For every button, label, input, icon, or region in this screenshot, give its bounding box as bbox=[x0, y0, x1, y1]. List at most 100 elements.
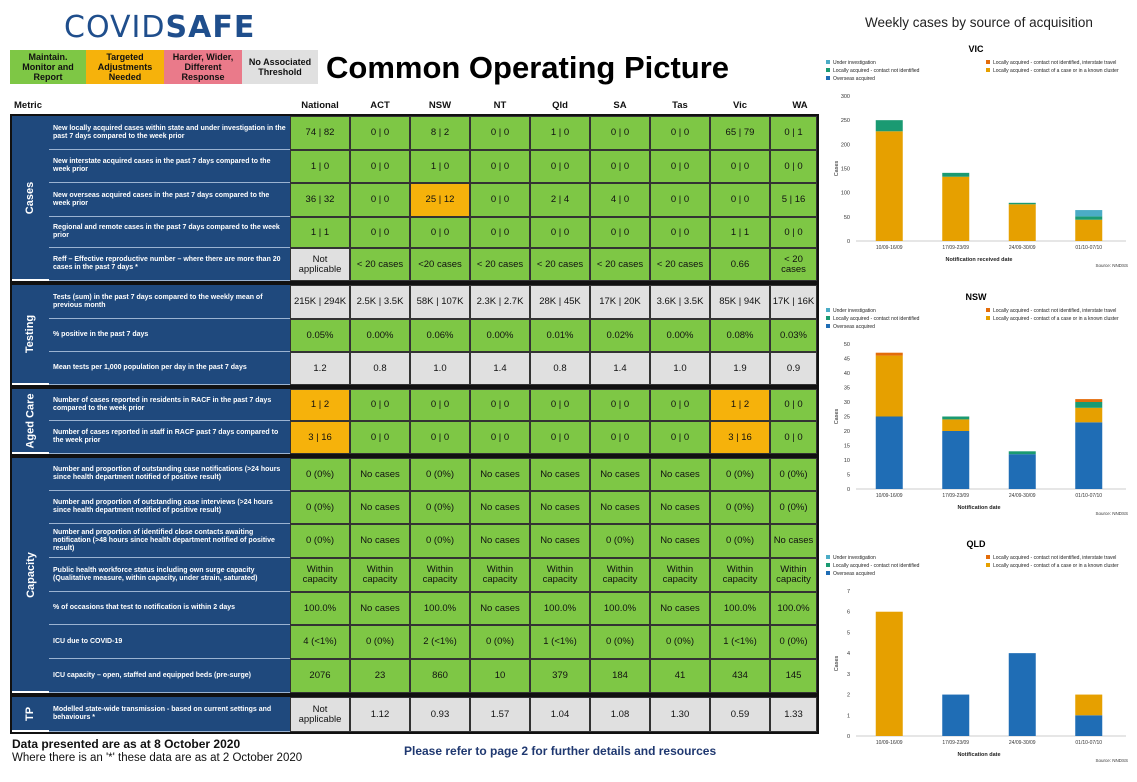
value-cell-nt: 1.57 bbox=[470, 697, 530, 732]
metric-label: Public health workforce status including… bbox=[49, 558, 290, 592]
value-cell-tas: 0 | 0 bbox=[650, 150, 710, 183]
value-cell-vic: 0 (0%) bbox=[710, 491, 770, 524]
value-cell-qld: Within capacity bbox=[530, 558, 590, 592]
value-cell-vic: 0 | 0 bbox=[710, 150, 770, 183]
value-cell-nsw: 8 | 2 bbox=[410, 116, 470, 150]
y-tick-label: 25 bbox=[844, 415, 850, 421]
legend-maintain: Maintain. Monitor and Report bbox=[10, 50, 86, 84]
value-cell-nsw: 0 | 0 bbox=[410, 217, 470, 248]
legend-entry: Locally acquired - contact not identifie… bbox=[826, 68, 920, 74]
group-label-testing: Testing bbox=[12, 285, 49, 385]
value-cell-national: 0 (0%) bbox=[290, 491, 350, 524]
value-cell-nsw: 100.0% bbox=[410, 592, 470, 625]
common-operating-picture-table: New locally acquired cases within state … bbox=[10, 114, 819, 734]
legend-label: Locally acquired - contact not identifie… bbox=[993, 555, 1116, 561]
value-cell-vic: 0 (0%) bbox=[710, 524, 770, 558]
column-header-act: ACT bbox=[370, 100, 390, 111]
value-cell-tas: 1.30 bbox=[650, 697, 710, 732]
value-cell-wa: 5 | 16 bbox=[770, 183, 817, 217]
value-cell-sa: 1.4 bbox=[590, 352, 650, 385]
legend-entry: Locally acquired - contact of a case or … bbox=[986, 68, 1119, 74]
group-label-capacity: Capacity bbox=[12, 458, 49, 693]
bar-segment bbox=[942, 176, 970, 241]
legend-entry: Overseas acquired bbox=[826, 571, 875, 577]
y-tick-label: 50 bbox=[844, 215, 850, 221]
legend-entry: Under investigation bbox=[826, 308, 876, 314]
value-cell-qld: 379 bbox=[530, 659, 590, 693]
value-cell-nt: No cases bbox=[470, 592, 530, 625]
value-cell-qld: 0 | 0 bbox=[530, 421, 590, 454]
legend-swatch bbox=[986, 563, 990, 567]
value-cell-national: 2076 bbox=[290, 659, 350, 693]
value-cell-national: 1 | 1 bbox=[290, 217, 350, 248]
legend-entry: Locally acquired - contact of a case or … bbox=[986, 563, 1119, 569]
value-cell-sa: Within capacity bbox=[590, 558, 650, 592]
value-cell-sa: 0 | 0 bbox=[590, 389, 650, 421]
bar-segment bbox=[1008, 451, 1036, 455]
x-tick-label: 01/10-07/10 bbox=[1075, 245, 1102, 251]
vic-cases-chart: VIC Under investigation Locally acquired -… bbox=[826, 44, 1128, 268]
value-cell-nsw: 1 | 0 bbox=[410, 150, 470, 183]
legend-label: Overseas acquired bbox=[833, 76, 875, 82]
value-cell-wa: 0 (0%) bbox=[770, 491, 817, 524]
value-cell-wa: 145 bbox=[770, 659, 817, 693]
value-cell-act: 0 | 0 bbox=[350, 150, 410, 183]
value-cell-sa: 4 | 0 bbox=[590, 183, 650, 217]
legend-swatch bbox=[986, 60, 990, 64]
value-cell-vic: 65 | 79 bbox=[710, 116, 770, 150]
legend-swatch bbox=[826, 316, 830, 320]
y-tick-label: 10 bbox=[844, 458, 850, 464]
bar-segment bbox=[942, 431, 970, 489]
value-cell-nt: No cases bbox=[470, 491, 530, 524]
value-cell-qld: 1 (<1%) bbox=[530, 625, 590, 659]
metric-label: Number and proportion of identified clos… bbox=[49, 524, 290, 558]
chart-source: Source: NNDSS bbox=[1095, 263, 1128, 268]
value-cell-nt: 0 | 0 bbox=[470, 217, 530, 248]
bar-segment bbox=[942, 419, 970, 431]
value-cell-tas: 41 bbox=[650, 659, 710, 693]
group-label-aged-care: Aged Care bbox=[12, 389, 49, 454]
x-tick-label: 17/09-23/09 bbox=[942, 493, 969, 499]
legend-swatch bbox=[986, 308, 990, 312]
value-cell-national: 100.0% bbox=[290, 592, 350, 625]
legend-swatch bbox=[826, 555, 830, 559]
value-cell-tas: 0 | 0 bbox=[650, 217, 710, 248]
y-tick-label: 0 bbox=[847, 734, 850, 740]
value-cell-qld: 0 | 0 bbox=[530, 217, 590, 248]
y-tick-label: 0 bbox=[847, 239, 850, 245]
value-cell-nt: 0.00% bbox=[470, 319, 530, 352]
value-cell-sa: 184 bbox=[590, 659, 650, 693]
value-cell-wa: 0 (0%) bbox=[770, 458, 817, 491]
value-cell-tas: No cases bbox=[650, 458, 710, 491]
value-cell-vic: 0.08% bbox=[710, 319, 770, 352]
value-cell-act: 0 | 0 bbox=[350, 389, 410, 421]
y-tick-label: 200 bbox=[841, 142, 850, 148]
value-cell-nt: 0 | 0 bbox=[470, 116, 530, 150]
metric-label: Number and proportion of outstanding cas… bbox=[49, 458, 290, 491]
metric-label: Number and proportion of outstanding cas… bbox=[49, 491, 290, 524]
y-tick-label: 2 bbox=[847, 693, 850, 699]
value-cell-wa: < 20 cases bbox=[770, 248, 817, 281]
y-tick-label: 15 bbox=[844, 444, 850, 450]
value-cell-national: 3 | 16 bbox=[290, 421, 350, 454]
value-cell-wa: 0 | 1 bbox=[770, 116, 817, 150]
value-cell-nsw: 0 | 0 bbox=[410, 389, 470, 421]
legend-label: Locally acquired - contact of a case or … bbox=[993, 563, 1119, 569]
legend-swatch bbox=[826, 308, 830, 312]
metric-label: New locally acquired cases within state … bbox=[49, 116, 290, 150]
value-cell-act: Within capacity bbox=[350, 558, 410, 592]
value-cell-qld: 28K | 45K bbox=[530, 285, 590, 319]
value-cell-tas: 3.6K | 3.5K bbox=[650, 285, 710, 319]
bar-segment bbox=[1075, 402, 1103, 408]
legend-entry: Locally acquired - contact of a case or … bbox=[986, 316, 1119, 322]
value-cell-sa: 0 (0%) bbox=[590, 524, 650, 558]
value-cell-qld: 0.01% bbox=[530, 319, 590, 352]
bar-segment bbox=[1008, 202, 1036, 205]
value-cell-nsw: 25 | 12 bbox=[410, 183, 470, 217]
value-cell-sa: < 20 cases bbox=[590, 248, 650, 281]
nsw-cases-chart: NSW Under investigation Locally acquired -… bbox=[826, 292, 1128, 516]
legend-label: Locally acquired - contact not identifie… bbox=[833, 316, 920, 322]
legend-swatch bbox=[826, 571, 830, 575]
legend-swatch bbox=[826, 68, 830, 72]
value-cell-tas: No cases bbox=[650, 592, 710, 625]
